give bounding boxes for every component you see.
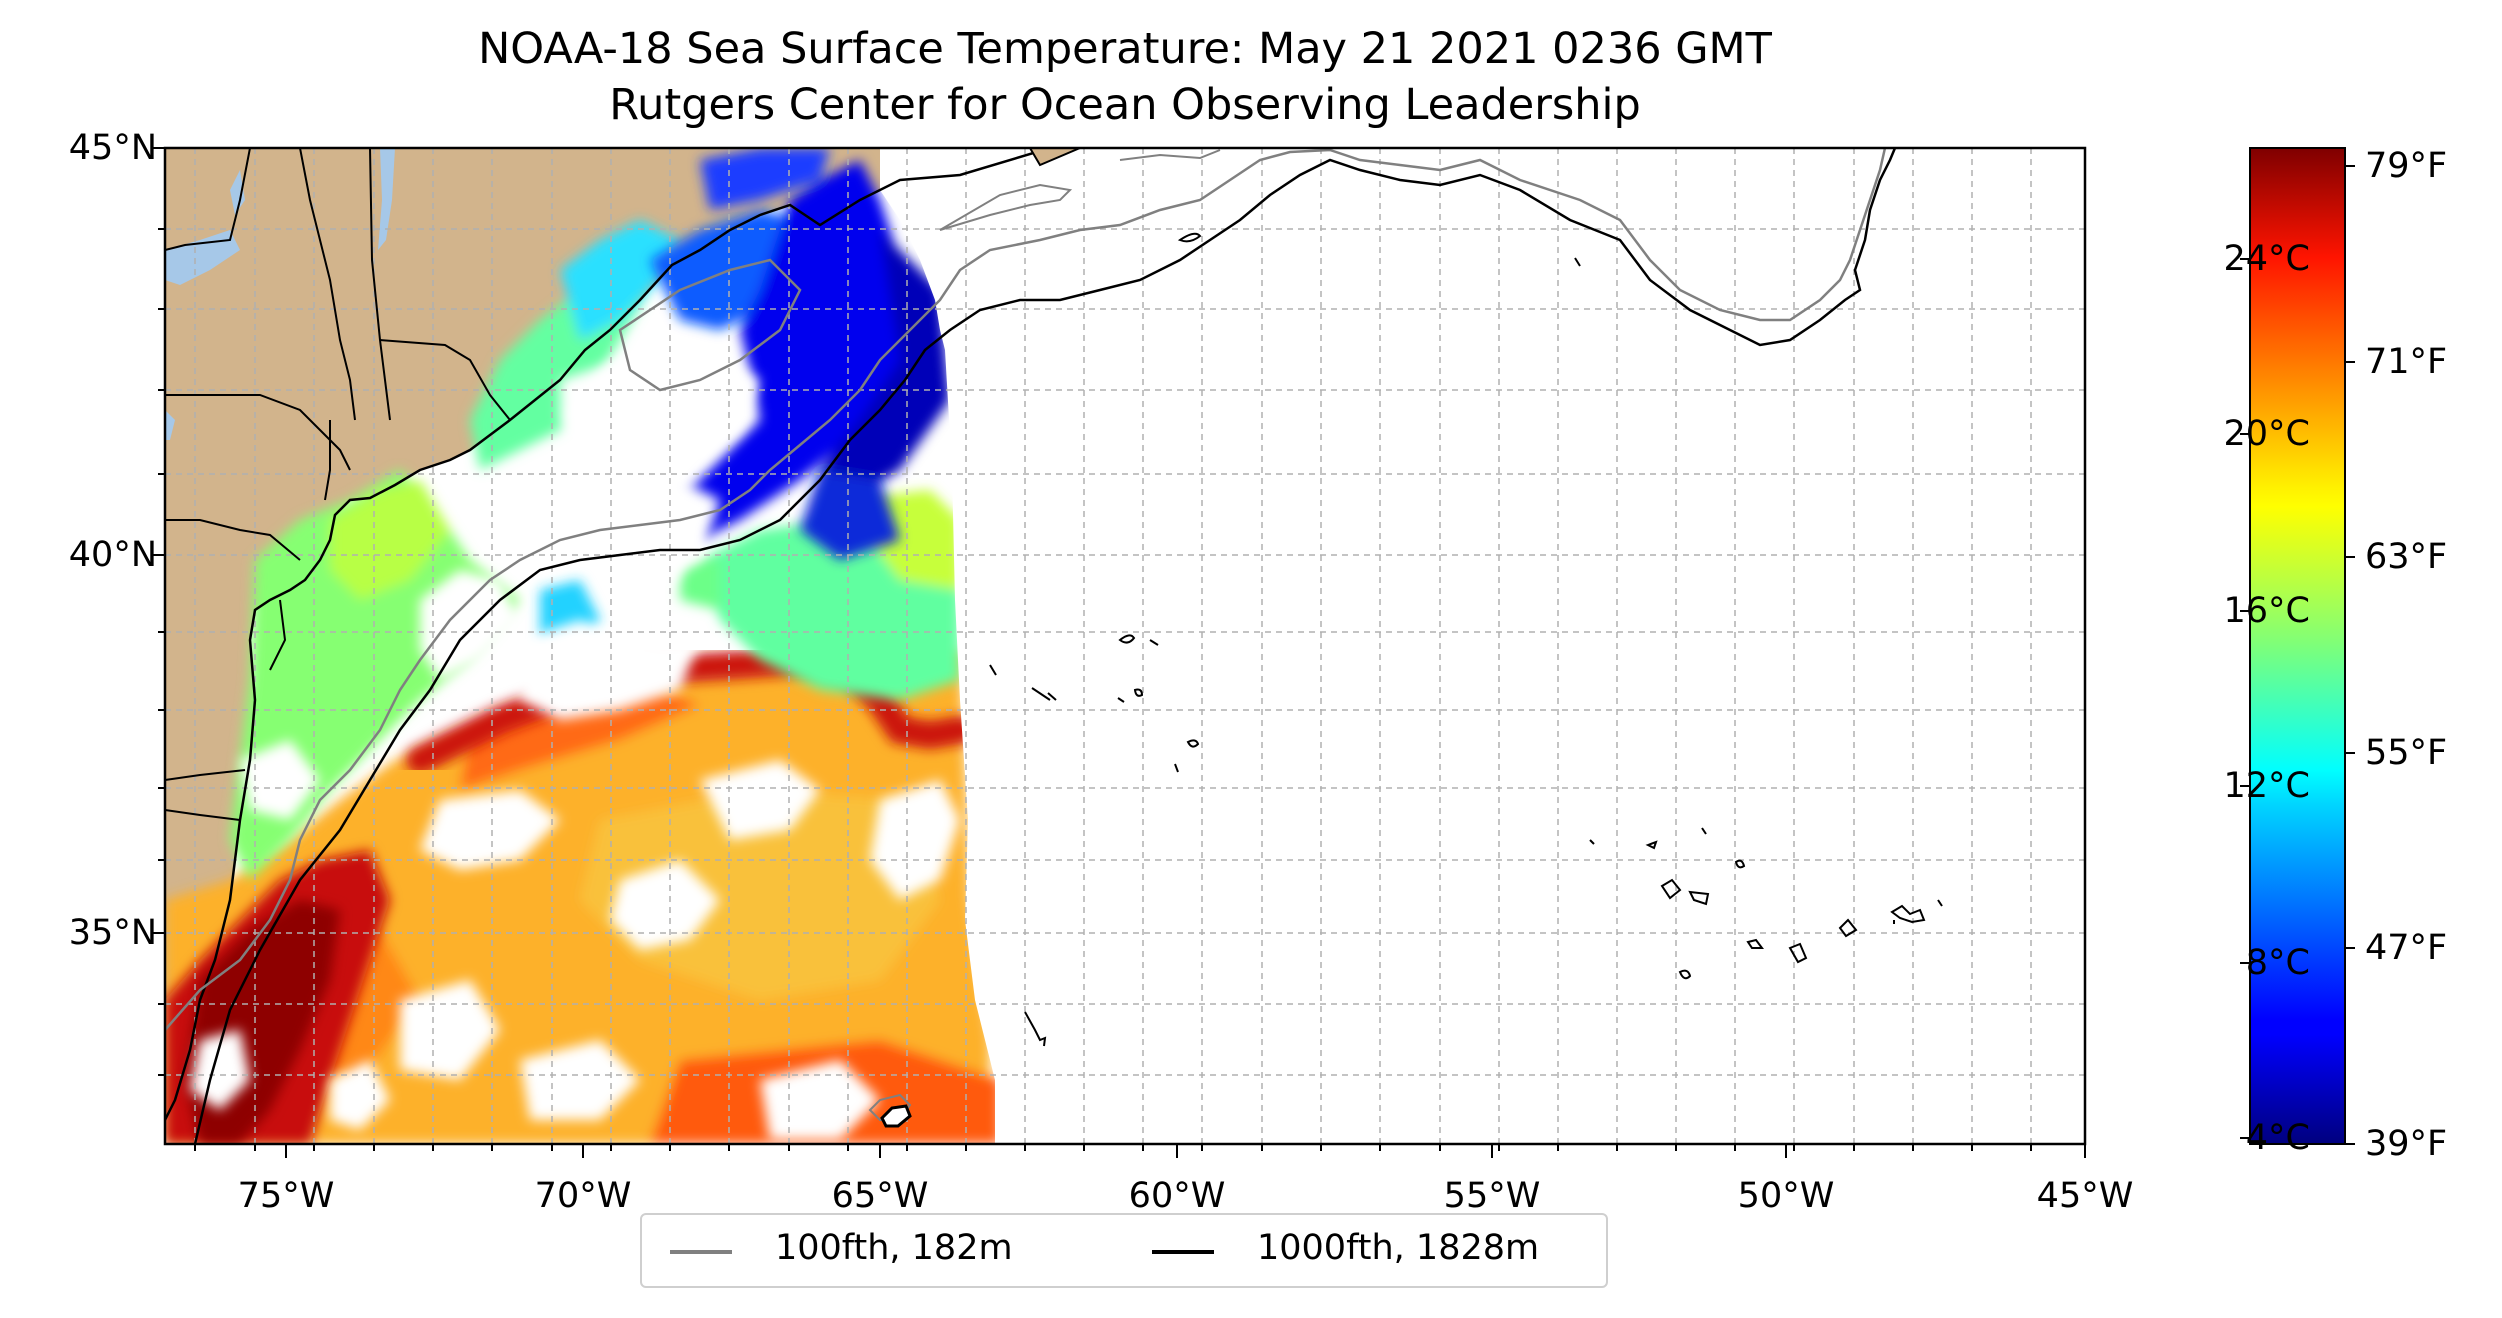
lake bbox=[165, 410, 175, 440]
lake bbox=[165, 230, 240, 285]
lat-tick-label: 40°N bbox=[68, 535, 157, 575]
colorbar-fahrenheit-label: 39°F bbox=[2365, 1124, 2448, 1164]
isobath-100fth bbox=[1119, 149, 1221, 161]
map-title: NOAA-18 Sea Surface Temperature: May 21 … bbox=[478, 24, 1772, 74]
lake bbox=[230, 170, 245, 215]
lat-tick-label: 35°N bbox=[68, 913, 157, 953]
bermuda-island bbox=[880, 1104, 912, 1128]
isobath-100fth bbox=[939, 183, 1073, 231]
coastline bbox=[165, 148, 1051, 1121]
colorbar-celsius-label: 4°C bbox=[2245, 1118, 2310, 1158]
no-data-region bbox=[940, 148, 2085, 1144]
colorbar-fahrenheit-label: 55°F bbox=[2365, 733, 2448, 773]
map-frame bbox=[163, 146, 2087, 1146]
axis-ticks bbox=[151, 147, 2086, 1158]
sst-cold-water bbox=[650, 148, 950, 560]
lake bbox=[378, 148, 395, 250]
lat-tick-label: 45°N bbox=[68, 128, 157, 168]
lon-tick-label: 45°W bbox=[2036, 1176, 2134, 1216]
lon-tick-label: 70°W bbox=[534, 1176, 632, 1216]
lon-tick-label: 75°W bbox=[237, 1176, 335, 1216]
colorbar-gradient bbox=[2249, 147, 2346, 1145]
island-nova-scotia bbox=[1028, 148, 1081, 167]
state-borders bbox=[165, 148, 511, 821]
lon-tick-label: 50°W bbox=[1737, 1176, 1835, 1216]
colorbar-fahrenheit-label: 63°F bbox=[2365, 537, 2448, 577]
isobath-100fth bbox=[618, 258, 802, 392]
isobath-100fth bbox=[868, 1093, 912, 1121]
isobath-100fth bbox=[165, 148, 1887, 1031]
legend-swatch-1000fth bbox=[1152, 1250, 1214, 1254]
legend-label-100fth: 100fth, 182m bbox=[775, 1228, 1013, 1268]
colorbar-celsius-label: 24°C bbox=[2223, 239, 2310, 279]
colorbar-fahrenheit-label: 47°F bbox=[2365, 928, 2448, 968]
colorbar-celsius-label: 8°C bbox=[2245, 943, 2310, 983]
colorbar-ticks bbox=[2240, 165, 2355, 1145]
colorbar-fahrenheit-label: 71°F bbox=[2365, 342, 2448, 382]
colorbar-celsius-label: 16°C bbox=[2223, 591, 2310, 631]
isobath-1000fth bbox=[193, 148, 1897, 1144]
seamounts bbox=[989, 232, 1943, 1047]
lon-tick-label: 55°W bbox=[1443, 1176, 1541, 1216]
legend-swatch-100fth bbox=[670, 1250, 732, 1254]
legend-label-1000fth: 1000fth, 1828m bbox=[1257, 1228, 1540, 1268]
colorbar-fahrenheit-label: 79°F bbox=[2365, 146, 2448, 186]
map-canvas bbox=[165, 148, 2085, 1144]
gridlines bbox=[165, 148, 2085, 1144]
colorbar-celsius-label: 20°C bbox=[2223, 414, 2310, 454]
map-subtitle: Rutgers Center for Ocean Observing Leade… bbox=[609, 80, 1641, 130]
lon-tick-label: 65°W bbox=[831, 1176, 929, 1216]
colorbar-celsius-label: 12°C bbox=[2223, 766, 2310, 806]
cloud-cover bbox=[190, 350, 960, 1140]
isobath-legend: 100fth, 182m 1000fth, 1828m bbox=[640, 1213, 1608, 1288]
lon-tick-label: 60°W bbox=[1128, 1176, 1226, 1216]
